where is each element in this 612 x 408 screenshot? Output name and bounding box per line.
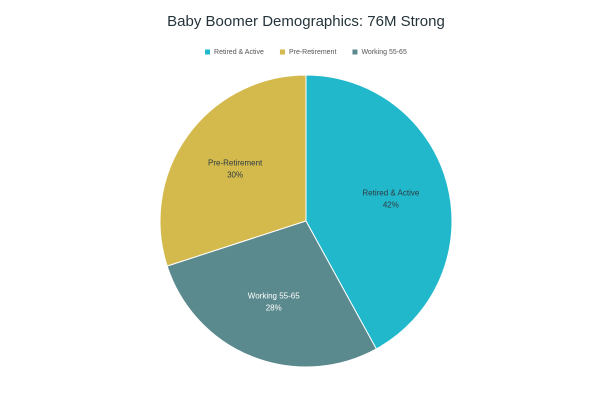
legend-swatch <box>205 49 211 55</box>
slice-value: 30% <box>227 171 243 180</box>
pie-slice <box>159 74 307 267</box>
legend-label: Pre-Retirement <box>289 49 337 56</box>
legend-label: Working 55-65 <box>361 49 407 56</box>
slice-value: 42% <box>383 200 399 209</box>
legend-label: Retired & Active <box>214 49 264 56</box>
slice-label: Pre-Retirement <box>208 159 263 168</box>
legend-swatch <box>352 49 358 55</box>
pie-slice <box>166 220 378 368</box>
chart-title: Baby Boomer Demographics: 76M Strong <box>167 13 445 30</box>
legend-swatch <box>279 49 285 55</box>
slice-label: Retired & Active <box>362 188 419 197</box>
pie-slice <box>305 74 453 350</box>
slice-value: 28% <box>266 304 282 313</box>
slice-label: Working 55-65 <box>248 292 300 301</box>
